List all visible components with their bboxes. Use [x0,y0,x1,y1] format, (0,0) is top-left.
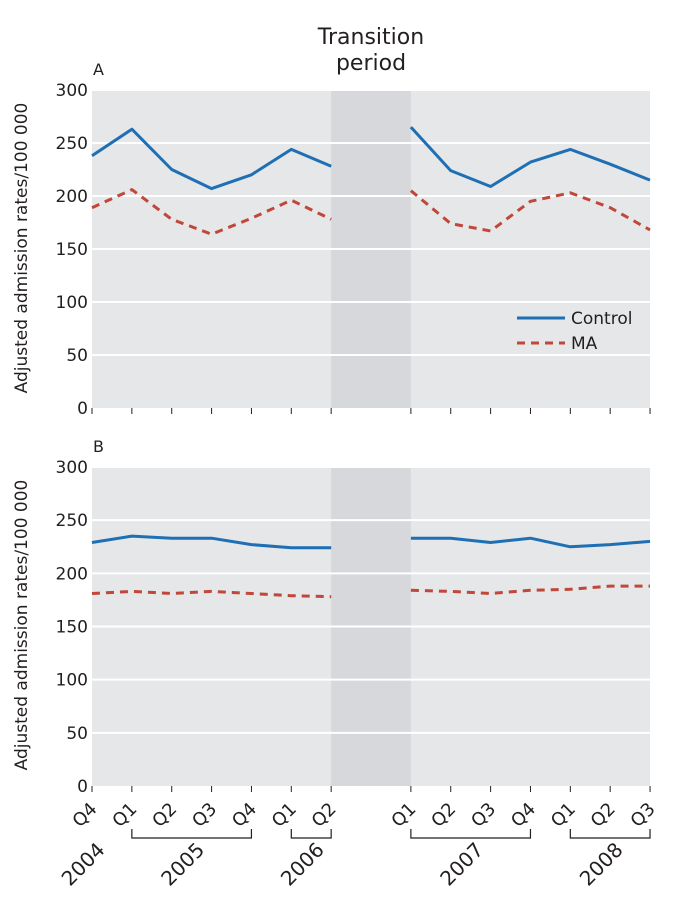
quarter-label-3: Q3 [188,799,221,832]
panel-a-ytick-label-100: 100 [56,293,88,313]
panel-b-ytick-label-250: 250 [56,511,88,531]
panel-a-label: A [93,60,104,79]
quarter-label-10: Q3 [467,799,500,832]
panel-b-ytick-label-50: 50 [66,724,88,744]
quarter-label-5: Q1 [268,799,301,832]
quarter-label-1: Q1 [108,799,141,832]
panel-a-series-ma-line-2 [409,189,651,233]
quarter-label-0: Q4 [69,799,102,832]
year-2005-bracket [131,829,253,839]
year-2008-bracket [569,829,651,839]
panel-b-ytick-label-0: 0 [77,777,88,797]
panel-b-series-control-line-2 [410,536,651,549]
quarter-label-14: Q3 [627,799,660,832]
transition-label-line1: Transition [317,25,424,50]
year-2008-label: 2008 [575,838,628,891]
panel-b-ytick-label-300: 300 [56,458,88,478]
quarter-label-13: Q2 [587,799,620,832]
panel-a-series-control-line-1 [91,127,332,191]
panel-a-ytick-label-300: 300 [56,81,88,101]
panel-b-series-ma-line-2 [410,584,650,595]
legend-ma-label: MA [571,334,598,354]
panel-a-ylabel: Adjusted admission rates/100 000 [12,103,32,394]
quarter-label-2: Q2 [148,799,181,832]
legend-control-label: Control [571,309,632,329]
panel-b-series-control-line-1 [91,534,332,550]
year-2006-bracket [290,829,332,839]
panel-b-label: B [93,437,104,456]
transition-label-line2: period [336,51,406,76]
year-2005-label: 2005 [156,838,209,891]
quarter-label-6: Q2 [308,799,341,832]
panel-a-series-control-line-2 [409,126,651,188]
year-2004-label: 2004 [57,838,110,891]
quarter-label-4: Q4 [228,799,261,832]
panel-a-ytick-label-150: 150 [56,240,88,260]
panel-a-ytick-label-250: 250 [56,134,88,154]
panel-b-ytick-label-100: 100 [56,671,88,691]
year-2006-label: 2006 [276,838,329,891]
year-2007-label: 2007 [435,838,488,891]
panel-a-ytick-label-50: 50 [66,346,88,366]
chart-marks [91,126,651,839]
quarter-label-12: Q1 [547,799,580,832]
panel-a-series-ma-line-1 [91,188,332,236]
quarter-label-8: Q1 [387,799,420,832]
panel-a-ytick-label-0: 0 [77,399,88,419]
panel-b-ytick-label-200: 200 [56,564,88,584]
panel-backgrounds [91,89,651,792]
panel-b-series-ma-line-1 [91,589,332,599]
panel-a-ytick-label-200: 200 [56,187,88,207]
year-2007-bracket [410,829,532,839]
quarter-label-11: Q4 [507,799,540,832]
panel-b-ylabel: Adjusted admission rates/100 000 [12,480,32,771]
quarter-label-9: Q2 [427,799,460,832]
panel-b-ytick-label-150: 150 [56,618,88,638]
